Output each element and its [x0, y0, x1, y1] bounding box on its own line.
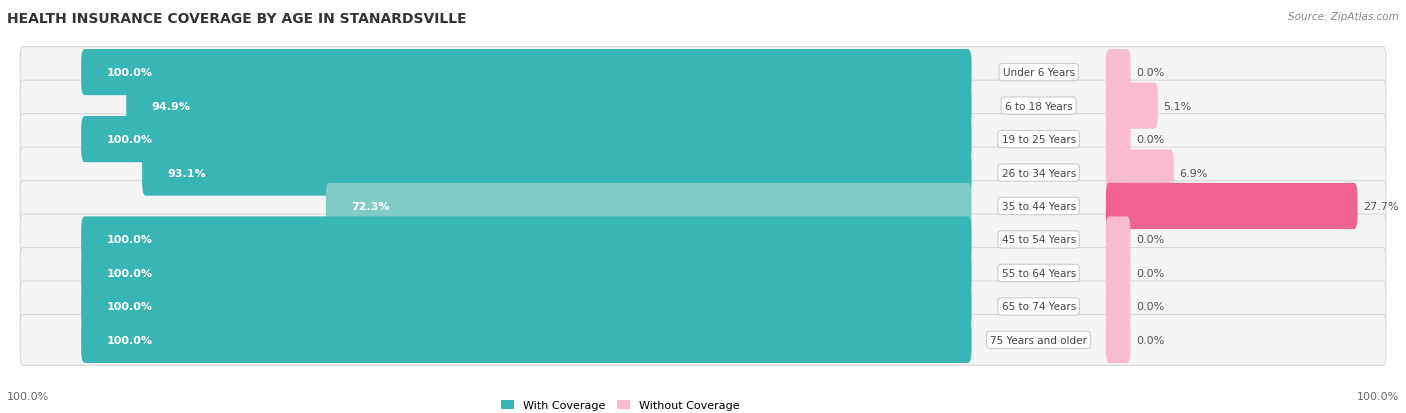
FancyBboxPatch shape [82, 317, 972, 363]
FancyBboxPatch shape [326, 183, 972, 230]
FancyBboxPatch shape [1105, 50, 1130, 96]
Text: 100.0%: 100.0% [107, 301, 153, 312]
FancyBboxPatch shape [1105, 83, 1159, 129]
Text: 35 to 44 Years: 35 to 44 Years [1001, 202, 1076, 211]
FancyBboxPatch shape [142, 150, 972, 196]
Text: 0.0%: 0.0% [1136, 268, 1164, 278]
FancyBboxPatch shape [1105, 183, 1358, 230]
FancyBboxPatch shape [20, 47, 1386, 98]
FancyBboxPatch shape [127, 83, 972, 129]
Text: 100.0%: 100.0% [107, 335, 153, 345]
FancyBboxPatch shape [20, 248, 1386, 299]
FancyBboxPatch shape [1105, 317, 1130, 363]
Text: 6.9%: 6.9% [1180, 168, 1208, 178]
FancyBboxPatch shape [82, 217, 972, 263]
FancyBboxPatch shape [20, 114, 1386, 165]
Text: 93.1%: 93.1% [167, 168, 207, 178]
FancyBboxPatch shape [20, 315, 1386, 366]
Text: Source: ZipAtlas.com: Source: ZipAtlas.com [1288, 12, 1399, 22]
Text: 100.0%: 100.0% [107, 135, 153, 145]
Text: 0.0%: 0.0% [1136, 235, 1164, 245]
FancyBboxPatch shape [1105, 117, 1130, 163]
Text: 100.0%: 100.0% [107, 235, 153, 245]
Text: 55 to 64 Years: 55 to 64 Years [1001, 268, 1076, 278]
Text: 75 Years and older: 75 Years and older [990, 335, 1087, 345]
FancyBboxPatch shape [1105, 217, 1130, 263]
FancyBboxPatch shape [82, 250, 972, 296]
FancyBboxPatch shape [1105, 250, 1130, 296]
Text: 100.0%: 100.0% [107, 68, 153, 78]
Legend: With Coverage, Without Coverage: With Coverage, Without Coverage [496, 395, 744, 413]
Text: 94.9%: 94.9% [152, 101, 191, 112]
Text: 0.0%: 0.0% [1136, 301, 1164, 312]
Text: 6 to 18 Years: 6 to 18 Years [1005, 101, 1073, 112]
Text: 0.0%: 0.0% [1136, 68, 1164, 78]
Text: 100.0%: 100.0% [107, 268, 153, 278]
Text: 72.3%: 72.3% [352, 202, 389, 211]
Text: 100.0%: 100.0% [1357, 391, 1399, 401]
Text: 19 to 25 Years: 19 to 25 Years [1001, 135, 1076, 145]
Text: HEALTH INSURANCE COVERAGE BY AGE IN STANARDSVILLE: HEALTH INSURANCE COVERAGE BY AGE IN STAN… [7, 12, 467, 26]
Text: 100.0%: 100.0% [7, 391, 49, 401]
Text: Under 6 Years: Under 6 Years [1002, 68, 1074, 78]
FancyBboxPatch shape [20, 181, 1386, 232]
FancyBboxPatch shape [20, 81, 1386, 132]
FancyBboxPatch shape [82, 117, 972, 163]
Text: 65 to 74 Years: 65 to 74 Years [1001, 301, 1076, 312]
FancyBboxPatch shape [82, 50, 972, 96]
FancyBboxPatch shape [20, 214, 1386, 265]
Text: 45 to 54 Years: 45 to 54 Years [1001, 235, 1076, 245]
FancyBboxPatch shape [20, 148, 1386, 199]
Text: 26 to 34 Years: 26 to 34 Years [1001, 168, 1076, 178]
Text: 0.0%: 0.0% [1136, 335, 1164, 345]
FancyBboxPatch shape [1105, 284, 1130, 330]
FancyBboxPatch shape [82, 284, 972, 330]
Text: 0.0%: 0.0% [1136, 135, 1164, 145]
FancyBboxPatch shape [1105, 150, 1174, 196]
FancyBboxPatch shape [20, 281, 1386, 332]
Text: 27.7%: 27.7% [1362, 202, 1399, 211]
Text: 5.1%: 5.1% [1163, 101, 1191, 112]
